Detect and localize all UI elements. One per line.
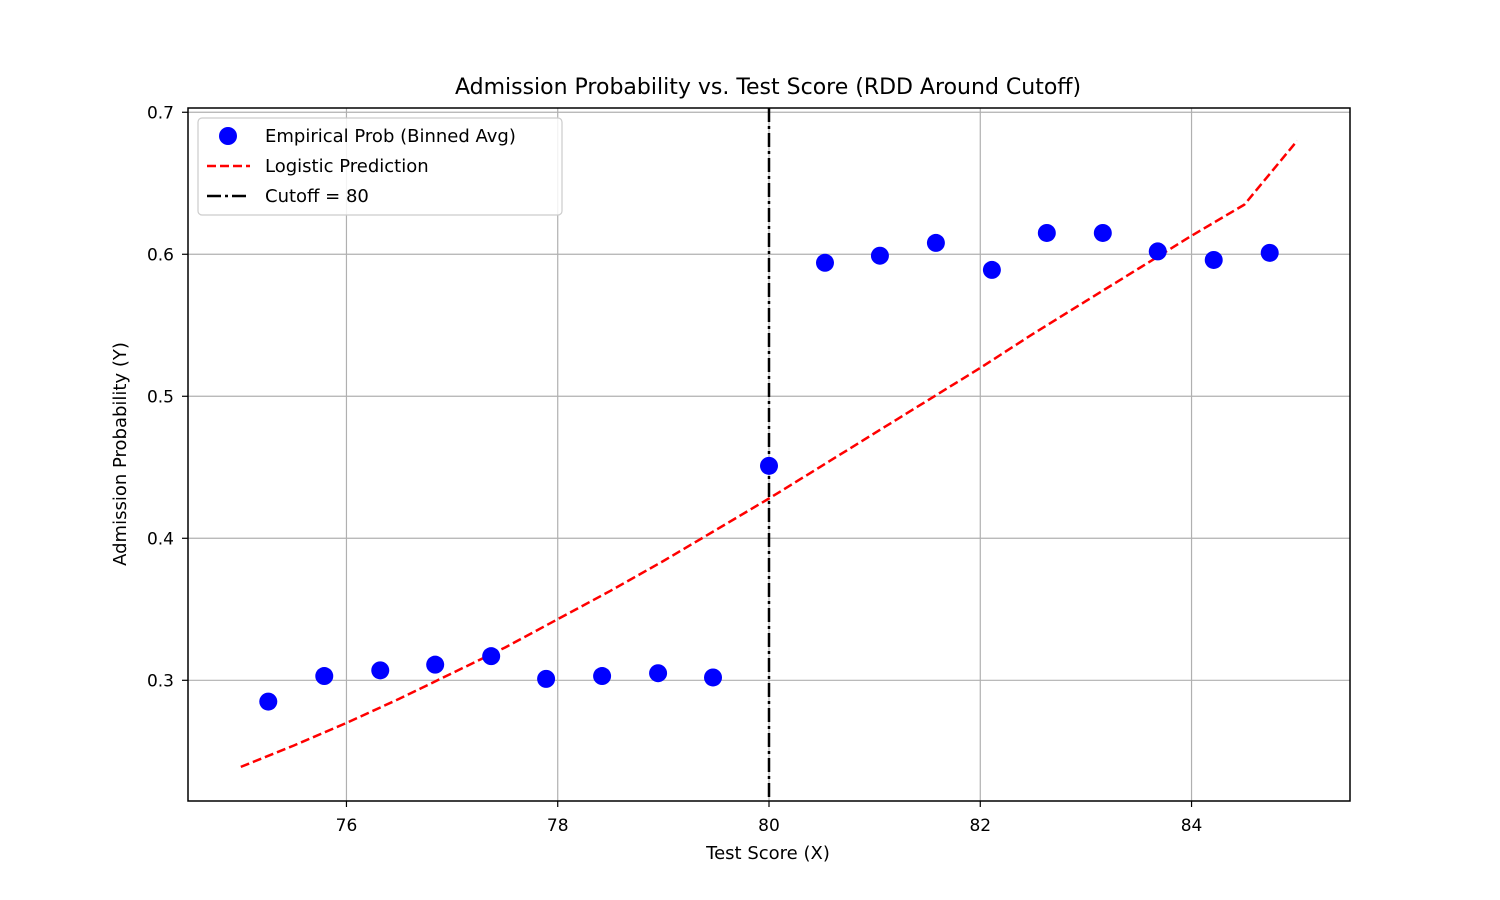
empirical-point [760, 456, 778, 475]
x-tick-label: 82 [969, 816, 991, 836]
legend-box [197, 117, 563, 216]
empirical-point [982, 260, 1001, 279]
empirical-point [593, 667, 612, 686]
empirical-point [1204, 250, 1223, 269]
empirical-point [259, 692, 278, 711]
empirical-point [649, 664, 668, 683]
legend-label: Cutoff = 80 [265, 186, 369, 207]
empirical-point [815, 253, 834, 272]
x-tick-label: 80 [758, 816, 780, 836]
empirical-point [482, 647, 501, 666]
empirical-point [537, 669, 556, 688]
empirical-point [704, 668, 723, 687]
empirical-point [371, 661, 390, 680]
chart-title: Admission Probability vs. Test Score (RD… [455, 75, 1081, 100]
x-tick-label: 84 [1181, 816, 1203, 836]
y-tick-label: 0.4 [147, 529, 174, 549]
y-tick-label: 0.5 [147, 387, 174, 407]
y-axis-label: Admission Probability (Y) [110, 342, 131, 566]
x-tick-label: 76 [336, 816, 358, 836]
legend-label: Empirical Prob (Binned Avg) [265, 126, 516, 147]
y-tick-label: 0.3 [147, 671, 174, 691]
x-axis-label: Test Score (X) [705, 843, 830, 864]
y-tick-label: 0.7 [147, 103, 174, 123]
empirical-point [426, 655, 445, 674]
x-tick-label: 78 [547, 816, 569, 836]
axis-ticks: 76 78 80 82 84 0.3 0.4 0.5 0.6 0.7 [147, 103, 1202, 836]
empirical-point [926, 233, 945, 252]
legend: Empirical Prob (Binned Avg) Logistic Pred… [197, 117, 563, 216]
empirical-point [1093, 223, 1112, 242]
plot-area [240, 108, 1299, 801]
empirical-point [1148, 242, 1167, 261]
empirical-point [1260, 243, 1279, 262]
empirical-point [1037, 223, 1056, 242]
empirical-point [870, 246, 889, 265]
logistic-prediction-line [240, 139, 1299, 769]
y-tick-label: 0.6 [147, 245, 174, 265]
empirical-point [315, 667, 334, 686]
legend-marker-empirical [219, 127, 237, 145]
legend-label: Logistic Prediction [265, 156, 429, 177]
